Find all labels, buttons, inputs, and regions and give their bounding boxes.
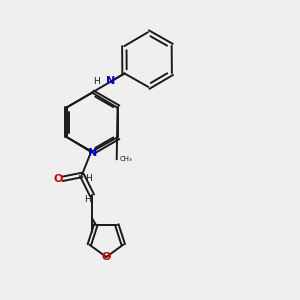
Text: H: H bbox=[85, 174, 92, 183]
Text: O: O bbox=[102, 252, 111, 262]
Text: H: H bbox=[84, 195, 91, 204]
Text: N: N bbox=[106, 76, 116, 86]
Text: CH₃: CH₃ bbox=[120, 156, 132, 162]
Text: O: O bbox=[54, 174, 63, 184]
Text: H: H bbox=[93, 77, 100, 86]
Text: N: N bbox=[88, 148, 98, 158]
